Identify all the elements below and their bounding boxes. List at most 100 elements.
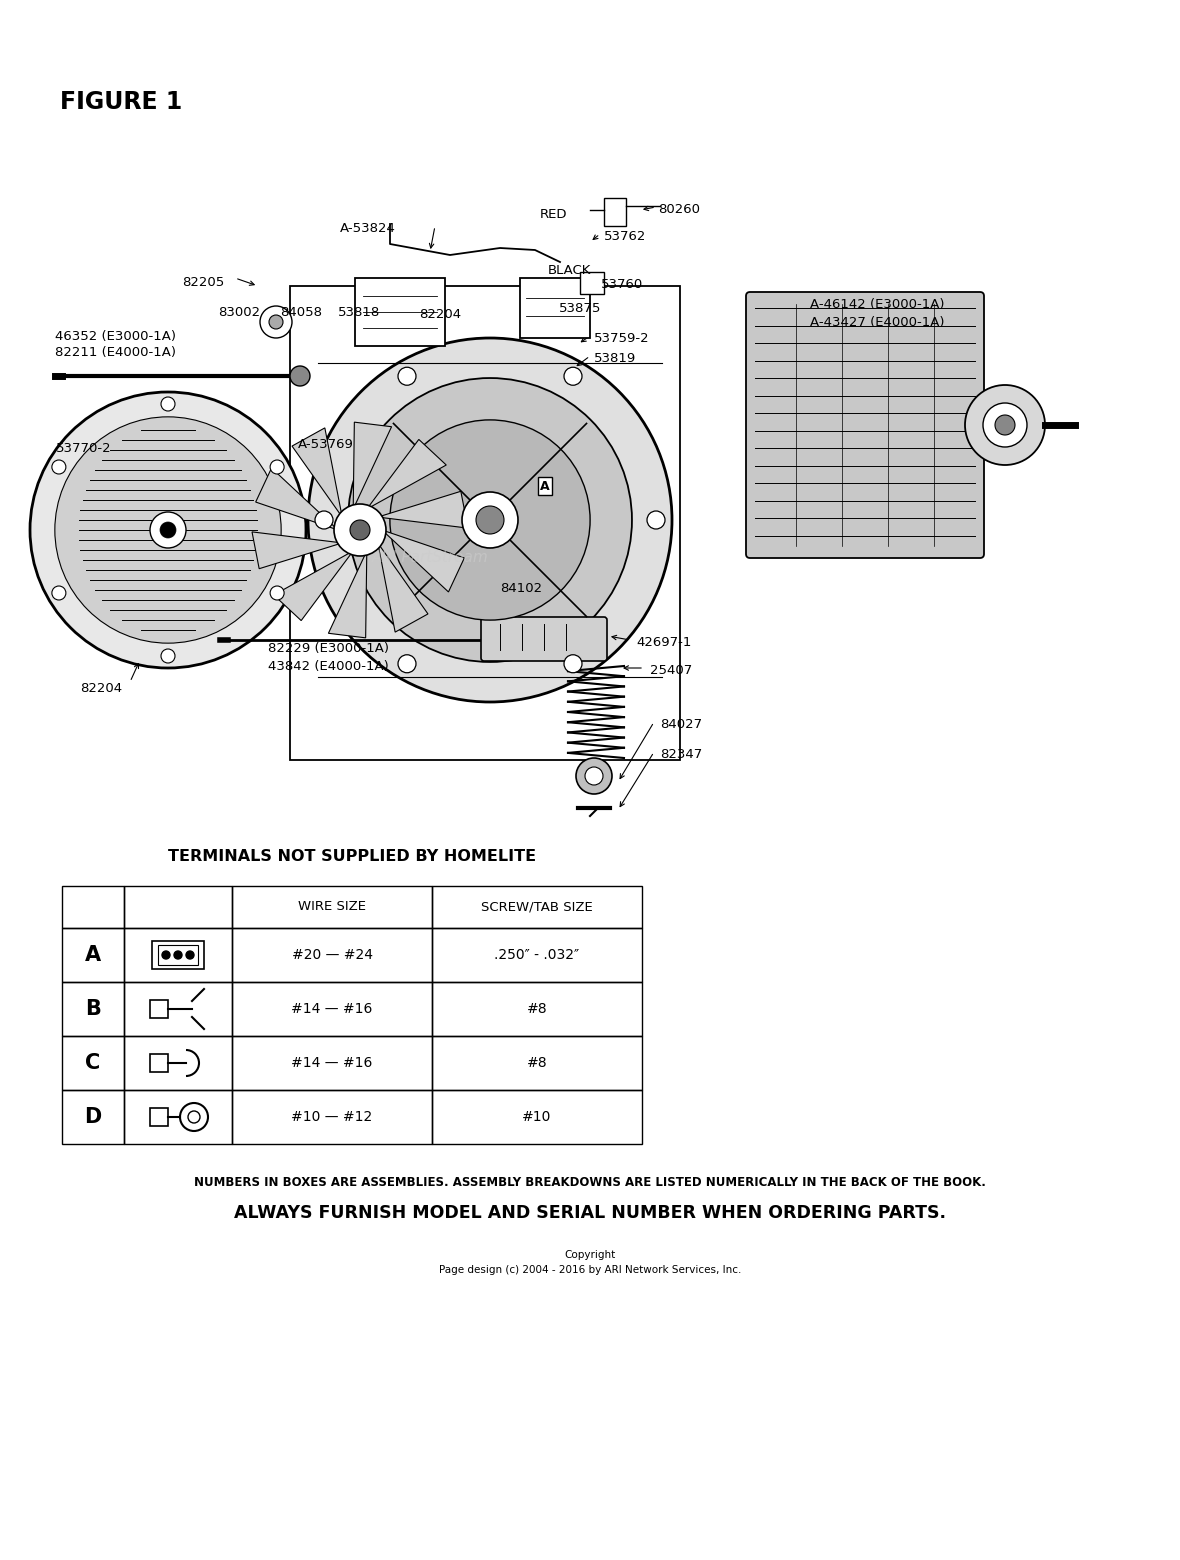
Circle shape <box>398 367 417 385</box>
Circle shape <box>160 523 176 538</box>
Text: 82211 (E4000-1A): 82211 (E4000-1A) <box>55 346 176 359</box>
Bar <box>63 928 124 981</box>
Circle shape <box>173 952 182 959</box>
Text: 53760: 53760 <box>601 278 643 292</box>
Polygon shape <box>256 468 337 530</box>
Text: A-53769: A-53769 <box>299 438 354 451</box>
Text: 25407: 25407 <box>650 665 693 677</box>
Circle shape <box>463 491 518 548</box>
Polygon shape <box>378 491 468 529</box>
Circle shape <box>54 417 281 643</box>
Text: #20 — #24: #20 — #24 <box>291 948 373 963</box>
Text: BLACK: BLACK <box>548 264 591 278</box>
Text: 82229 (E3000-1A): 82229 (E3000-1A) <box>268 643 389 655</box>
Circle shape <box>585 768 603 785</box>
Polygon shape <box>378 543 428 632</box>
Circle shape <box>576 758 612 794</box>
Polygon shape <box>367 440 446 509</box>
Text: RED: RED <box>540 207 568 222</box>
Bar <box>150 1055 168 1072</box>
Circle shape <box>270 460 284 474</box>
Text: #14 — #16: #14 — #16 <box>291 1002 373 1016</box>
Bar <box>152 941 204 969</box>
Text: A-53824: A-53824 <box>340 222 395 236</box>
Text: ARI PartStream: ARI PartStream <box>372 551 489 566</box>
Bar <box>124 1036 232 1090</box>
Circle shape <box>334 504 386 555</box>
Text: 83002: 83002 <box>218 306 260 318</box>
Bar <box>150 1108 168 1126</box>
Text: WIRE SIZE: WIRE SIZE <box>299 900 366 914</box>
Text: TERMINALS NOT SUPPLIED BY HOMELITE: TERMINALS NOT SUPPLIED BY HOMELITE <box>168 849 536 864</box>
Bar <box>432 1090 642 1143</box>
Text: A-43427 (E4000-1A): A-43427 (E4000-1A) <box>809 317 944 329</box>
Bar <box>124 928 232 981</box>
Text: 84102: 84102 <box>500 582 542 594</box>
Text: 53762: 53762 <box>604 229 647 243</box>
Text: #10 — #12: #10 — #12 <box>291 1111 373 1125</box>
Bar <box>124 1090 232 1143</box>
Text: #10: #10 <box>523 1111 552 1125</box>
Bar <box>158 945 198 966</box>
Circle shape <box>270 587 284 601</box>
Text: #8: #8 <box>526 1002 548 1016</box>
Bar <box>581 271 604 293</box>
Polygon shape <box>328 551 367 638</box>
Text: FIGURE 1: FIGURE 1 <box>60 90 182 114</box>
Bar <box>124 981 232 1036</box>
Circle shape <box>348 378 632 661</box>
FancyBboxPatch shape <box>481 618 607 661</box>
Circle shape <box>269 315 283 329</box>
Text: A: A <box>540 479 550 493</box>
Text: 53875: 53875 <box>559 303 602 315</box>
Circle shape <box>52 587 66 601</box>
Text: 43842 (E4000-1A): 43842 (E4000-1A) <box>268 660 388 672</box>
Polygon shape <box>253 532 342 569</box>
Bar <box>232 981 432 1036</box>
Bar <box>150 1000 168 1019</box>
Text: Copyright
Page design (c) 2004 - 2016 by ARI Network Services, Inc.: Copyright Page design (c) 2004 - 2016 by… <box>439 1250 741 1275</box>
Text: #8: #8 <box>526 1056 548 1070</box>
Circle shape <box>308 339 671 702</box>
Circle shape <box>995 415 1015 435</box>
Circle shape <box>647 512 666 529</box>
Text: B: B <box>85 998 101 1019</box>
Text: 53818: 53818 <box>337 306 380 318</box>
FancyBboxPatch shape <box>746 292 984 558</box>
Bar <box>355 278 445 346</box>
Bar <box>432 886 642 928</box>
Bar <box>520 278 590 339</box>
Polygon shape <box>274 551 353 621</box>
Circle shape <box>30 392 306 668</box>
Text: 84058: 84058 <box>280 306 322 318</box>
Text: C: C <box>85 1053 100 1073</box>
Polygon shape <box>382 530 464 591</box>
Bar <box>432 928 642 981</box>
Text: 53759-2: 53759-2 <box>594 332 650 345</box>
Text: 84027: 84027 <box>660 718 702 732</box>
Bar <box>63 981 124 1036</box>
Circle shape <box>186 952 194 959</box>
Text: 53770-2: 53770-2 <box>55 441 112 456</box>
Text: .250″ - .032″: .250″ - .032″ <box>494 948 579 963</box>
Text: 82204: 82204 <box>419 307 461 321</box>
Circle shape <box>315 512 333 529</box>
Circle shape <box>160 396 175 410</box>
Circle shape <box>965 385 1045 465</box>
Circle shape <box>160 649 175 663</box>
Circle shape <box>290 367 310 385</box>
Bar <box>232 928 432 981</box>
Circle shape <box>476 505 504 534</box>
Text: 53819: 53819 <box>594 353 636 365</box>
Text: 82205: 82205 <box>182 276 224 289</box>
Bar <box>232 1090 432 1143</box>
Text: 42697-1: 42697-1 <box>636 636 691 649</box>
Text: 82347: 82347 <box>660 747 702 761</box>
Text: NUMBERS IN BOXES ARE ASSEMBLIES. ASSEMBLY BREAKDOWNS ARE LISTED NUMERICALLY IN T: NUMBERS IN BOXES ARE ASSEMBLIES. ASSEMBL… <box>194 1176 986 1189</box>
Bar <box>432 981 642 1036</box>
Circle shape <box>350 519 371 540</box>
Bar <box>232 886 432 928</box>
Circle shape <box>260 306 291 339</box>
Text: A-46142 (E3000-1A): A-46142 (E3000-1A) <box>809 298 944 310</box>
Circle shape <box>150 512 186 548</box>
